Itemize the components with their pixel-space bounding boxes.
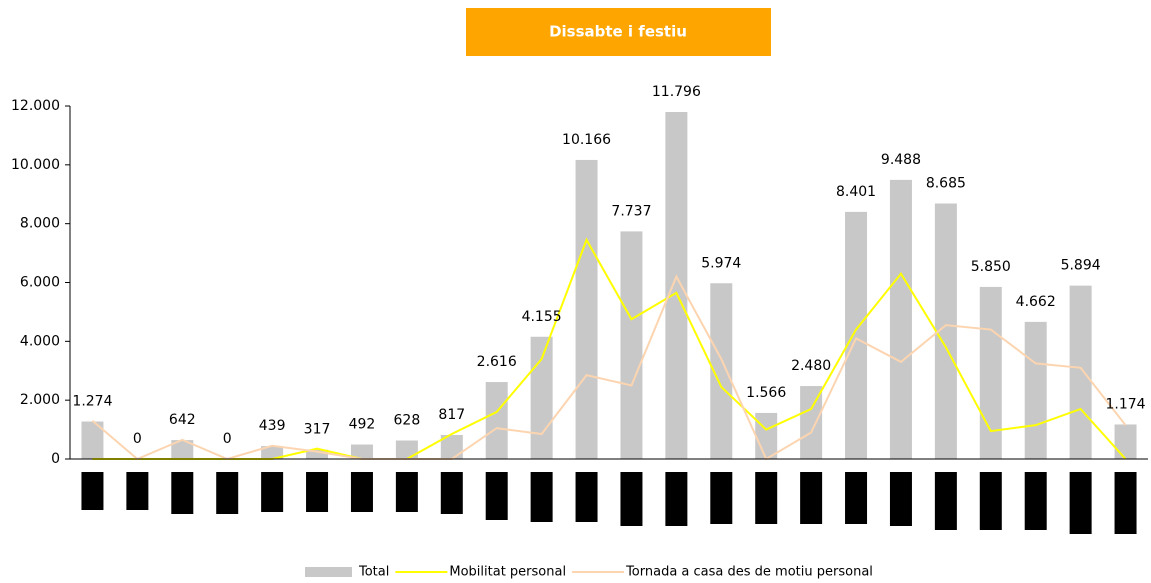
data-label: 0	[133, 431, 142, 447]
y-tick-label: 4.000	[20, 333, 60, 349]
legend-swatch	[305, 567, 352, 577]
data-label: 2.616	[477, 354, 517, 370]
x-tick-label-box	[530, 472, 553, 522]
x-tick-label-box	[261, 472, 284, 512]
bar	[1069, 285, 1092, 459]
x-tick-label-box	[934, 472, 957, 530]
bar	[485, 382, 508, 459]
x-tick-label-box	[126, 472, 149, 510]
y-tick-label: 0	[51, 451, 60, 467]
bar	[440, 434, 463, 459]
line	[91, 274, 1127, 461]
data-label: 439	[259, 418, 286, 434]
data-label: 4.155	[522, 309, 562, 325]
data-label: 317	[304, 422, 331, 438]
legend-label: Tornada a casa des de motiu personal	[625, 565, 873, 580]
x-tick-label-box	[306, 472, 329, 512]
bar	[845, 211, 868, 459]
data-label: 5.974	[701, 255, 741, 271]
x-tick-label-box	[81, 472, 104, 510]
data-label: 9.488	[881, 152, 921, 168]
data-label: 5.850	[971, 259, 1011, 275]
legend-label: Mobilitat personal	[449, 565, 566, 580]
y-tick-label: 6.000	[20, 275, 60, 291]
data-label: 11.796	[652, 84, 701, 100]
x-tick-label-box	[979, 472, 1002, 530]
bar	[889, 179, 912, 460]
data-label: 2.480	[791, 358, 831, 374]
bar	[620, 231, 643, 459]
bar	[81, 421, 104, 459]
data-label: 8.685	[926, 176, 966, 192]
bar	[665, 112, 688, 459]
x-tick-label-box	[350, 472, 373, 512]
data-label: 1.174	[1105, 396, 1145, 412]
x-tick-label-box	[216, 472, 239, 514]
x-tick-label-box	[171, 472, 194, 514]
data-label: 8.401	[836, 184, 876, 200]
bar	[395, 440, 418, 459]
bar	[530, 336, 553, 459]
bar	[1024, 321, 1047, 459]
bar	[171, 440, 194, 459]
x-tick-label-box	[1024, 472, 1047, 530]
x-tick-label-box	[620, 472, 643, 526]
data-label: 5.894	[1061, 258, 1101, 274]
data-label: 0	[223, 431, 232, 447]
data-label: 642	[169, 412, 196, 428]
bar	[575, 159, 598, 459]
bar	[934, 203, 957, 459]
bar	[979, 286, 1002, 459]
y-tick-label: 2.000	[20, 392, 60, 408]
x-tick-label-box	[1069, 472, 1092, 534]
x-tick-label-box	[440, 472, 463, 514]
x-tick-label-box	[710, 472, 733, 524]
bar	[350, 444, 373, 459]
x-tick-label-box	[395, 472, 418, 512]
x-tick-label-box	[889, 472, 912, 526]
x-tick-label-box	[755, 472, 778, 524]
chart-title: Dissabte i festiu	[549, 23, 687, 41]
y-tick-label: 10.000	[11, 157, 60, 173]
x-tick-label-box	[1114, 472, 1137, 534]
legend: Total Mobilitat personal Tornada a casa de…	[305, 565, 873, 580]
x-tick-label-box	[845, 472, 868, 524]
data-label: 1.566	[746, 385, 786, 401]
legend-label: Total	[358, 565, 389, 580]
x-tick-label-box	[485, 472, 508, 520]
bar	[755, 412, 778, 459]
data-label: 10.166	[562, 132, 611, 148]
title-box	[466, 8, 771, 56]
y-tick-label: 12.000	[11, 98, 60, 114]
data-label: 1.274	[72, 394, 112, 410]
bar	[306, 449, 329, 459]
data-label: 817	[438, 407, 465, 423]
data-label: 7.737	[611, 203, 651, 219]
x-tick-label-box	[575, 472, 598, 522]
bar	[800, 386, 823, 459]
data-label: 492	[349, 417, 376, 433]
data-label: 4.662	[1016, 294, 1056, 310]
x-tick-label-box	[665, 472, 688, 526]
bar	[710, 283, 733, 459]
bar	[261, 446, 284, 459]
plot: 1.274 0 642 0 439 317 492 628 817 2.616 4.155 10.16…	[72, 84, 1146, 461]
y-tick-label: 8.000	[20, 216, 60, 232]
data-label: 628	[394, 413, 421, 429]
x-tick-label-box	[800, 472, 823, 524]
bar	[1114, 424, 1137, 459]
